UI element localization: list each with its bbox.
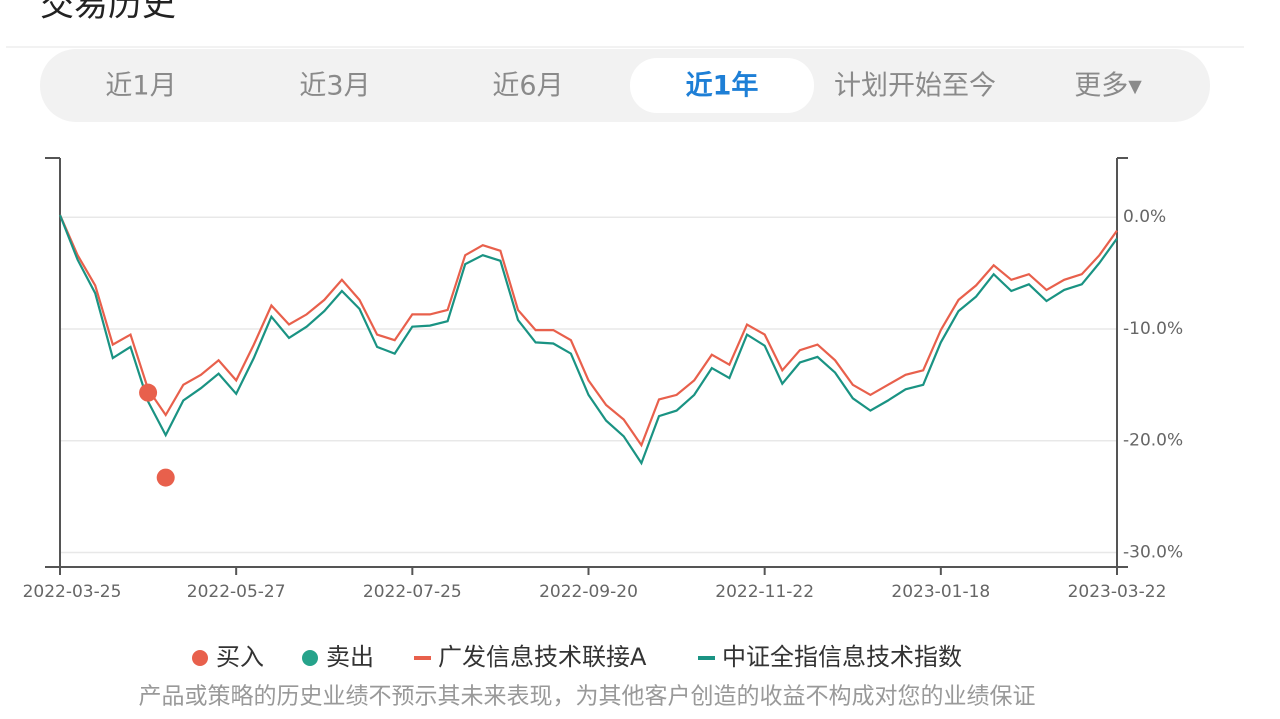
x-tick-label: 2023-01-18 xyxy=(891,582,990,602)
tab[interactable]: 近3月 xyxy=(299,71,370,102)
trade-marker xyxy=(156,468,175,487)
legend-swatch xyxy=(698,656,715,660)
x-tick-label: 2022-09-20 xyxy=(539,582,638,602)
legend-swatch xyxy=(414,656,431,660)
x-tick-label: 2022-07-25 xyxy=(363,582,462,602)
x-tick-label: 2022-05-27 xyxy=(187,582,286,602)
tab-active-bg xyxy=(630,58,814,113)
tabs: 近1月 近3月 近6月 近1年 计划开始至今 更多▾ xyxy=(105,58,1142,113)
x-tick-label: 2022-11-22 xyxy=(715,582,814,602)
tab[interactable]: 计划开始至今 xyxy=(834,71,996,102)
y-tick-label: 0.0% xyxy=(1123,207,1166,227)
series-line xyxy=(58,214,1118,466)
y-tick-label: -10.0% xyxy=(1123,319,1183,339)
tab[interactable]: 更多▾ xyxy=(1074,71,1142,102)
legend-label: 广发信息技术联接A xyxy=(438,643,647,671)
chart: 0.0% -10.0% -20.0% -30.0% 2022-03-25 2022-05-… xyxy=(23,157,1183,671)
tab[interactable]: 近1年 xyxy=(686,70,759,102)
y-tick-label: -30.0% xyxy=(1123,542,1183,562)
legend-label: 卖出 xyxy=(326,643,374,671)
page-title: 交易历史 xyxy=(40,0,176,25)
legend-swatch xyxy=(192,650,208,666)
tab-bar xyxy=(40,49,1210,122)
tab[interactable]: 近1月 xyxy=(105,71,176,102)
x-tick-label: 2023-03-22 xyxy=(1068,582,1167,602)
series-line xyxy=(58,214,1118,448)
x-tick-label: 2022-03-25 xyxy=(23,582,122,602)
legend-label: 买入 xyxy=(216,643,264,671)
tab[interactable]: 近6月 xyxy=(492,71,563,102)
legend-swatch xyxy=(302,650,318,666)
legend-label: 中证全指信息技术指数 xyxy=(722,643,962,671)
y-tick-label: -20.0% xyxy=(1123,431,1183,451)
disclaimer: 产品或策略的历史业绩不预示其未来表现，为其他客户创造的收益不构成对您的业绩保证 xyxy=(139,684,1036,710)
trade-marker xyxy=(139,383,158,402)
